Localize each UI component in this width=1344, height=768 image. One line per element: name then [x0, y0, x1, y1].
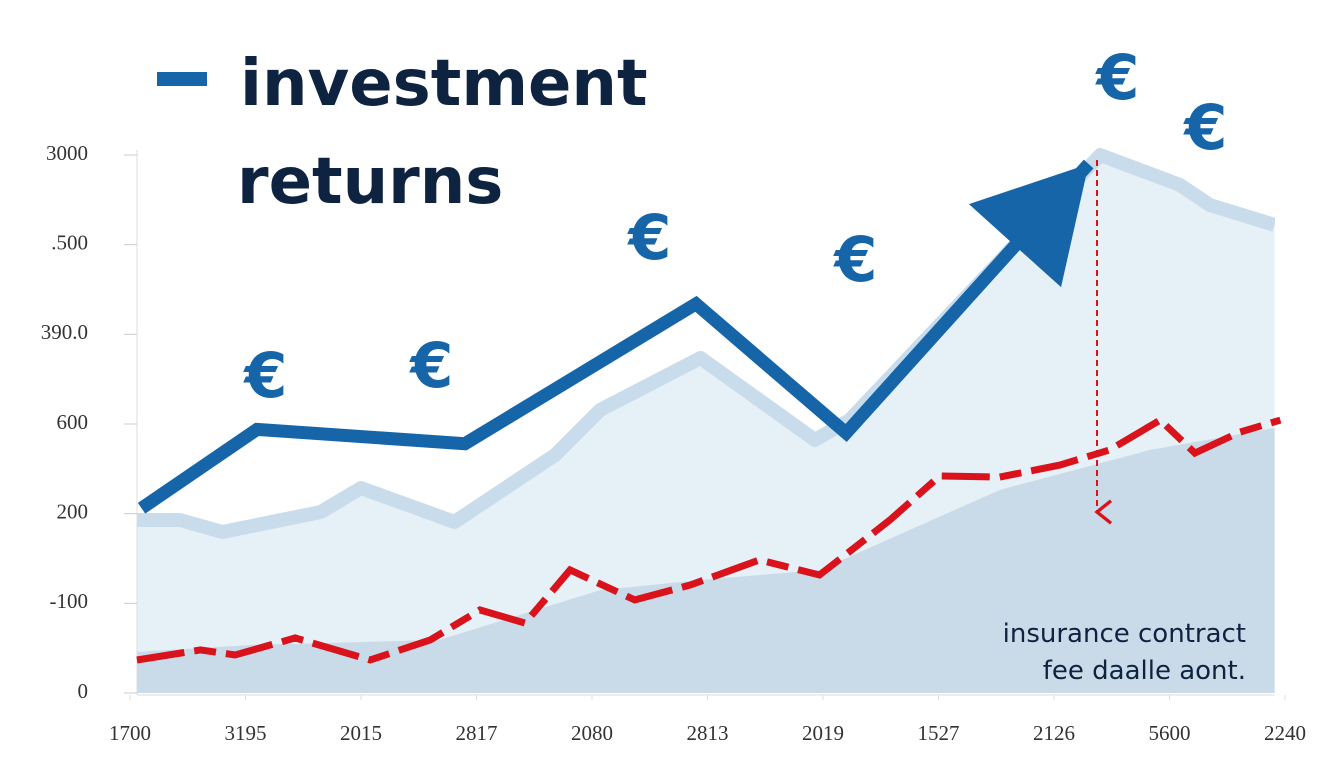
area — [137, 427, 1275, 693]
euro-symbol: € — [242, 339, 287, 412]
areas — [137, 148, 1275, 693]
x-tick-label: 2080 — [571, 721, 613, 745]
x-tick-label: 2019 — [802, 721, 844, 745]
series-line — [137, 159, 1094, 514]
euro-symbol: € — [832, 223, 877, 296]
series-line — [136, 415, 1282, 664]
annotation-line: fee daalle aont. — [1043, 656, 1246, 686]
title-line: returns — [237, 145, 503, 219]
x-tick-label: 1700 — [109, 721, 151, 745]
x-tick-label: 5600 — [1149, 721, 1191, 745]
symbols: €€€€€€€ — [242, 41, 1227, 412]
euro-symbol: € — [1094, 41, 1139, 114]
lines — [136, 159, 1282, 664]
y-tick-label: .500 — [51, 230, 88, 254]
legend-marker — [157, 72, 207, 86]
ticks: 0 -100 200 600 390.0 .500 3000 1700 3195 2015 2817… — [41, 141, 1306, 745]
annotation-line: insurance contract — [1003, 619, 1246, 649]
euro-symbol: € — [626, 201, 671, 274]
y-tick-label: 600 — [57, 410, 89, 434]
y-tick-label: 3000 — [46, 141, 88, 165]
x-tick-label: 2126 — [1033, 721, 1075, 745]
title-line: investment — [240, 47, 648, 121]
x-tick-label: 2015 — [340, 721, 382, 745]
y-tick-label: -100 — [50, 589, 89, 613]
x-tick-label: 2240 — [1264, 721, 1306, 745]
euro-symbol: € — [1182, 91, 1227, 164]
y-tick-label: 200 — [57, 499, 89, 523]
x-tick-label: 3195 — [225, 721, 267, 745]
y-tick-label: 0 — [78, 679, 89, 703]
area-edge — [137, 148, 1275, 539]
x-tick-label: 1527 — [918, 721, 960, 745]
arrow-head — [968, 163, 1089, 288]
x-tick-label: 2817 — [456, 721, 498, 745]
euro-symbol: € — [408, 329, 453, 402]
x-tick-label: 2813 — [687, 721, 729, 745]
y-tick-label: 390.0 — [41, 320, 88, 344]
